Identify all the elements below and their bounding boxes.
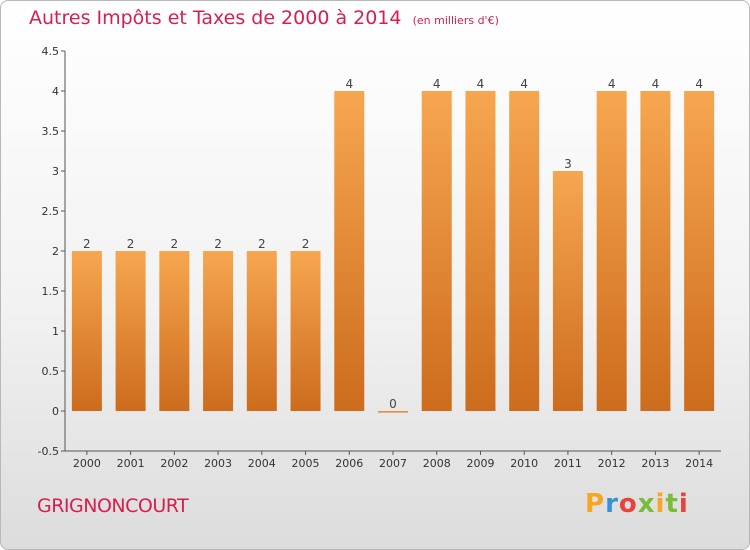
y-tick-label: 3 — [52, 165, 59, 178]
value-label: 4 — [695, 77, 703, 91]
x-tick-label: 2014 — [685, 457, 713, 470]
x-tick-label: 2003 — [204, 457, 232, 470]
y-tick-label: -0.5 — [38, 445, 59, 458]
logo-letter: i — [655, 489, 666, 519]
x-tick-label: 2001 — [117, 457, 145, 470]
value-label: 0 — [389, 397, 397, 411]
logo-letter: x — [637, 489, 656, 519]
bar-2013[interactable] — [640, 91, 671, 411]
chart-title-text: Autres Impôts et Taxes de 2000 à 2014 — [29, 7, 402, 29]
value-label: 2 — [83, 237, 91, 251]
city-name: GRIGNONCOURT — [37, 495, 189, 517]
bar-2006[interactable] — [334, 91, 365, 411]
bar-2009[interactable] — [465, 91, 496, 411]
x-tick-label: 2010 — [510, 457, 538, 470]
bar-2004[interactable] — [246, 251, 277, 411]
logo-letter: o — [618, 489, 638, 519]
logo-letter: i — [678, 489, 689, 519]
bar-2000[interactable] — [71, 251, 102, 411]
value-label: 2 — [171, 237, 179, 251]
x-tick-label: 2002 — [160, 457, 188, 470]
chart-subtitle: (en milliers d'€) — [412, 14, 499, 27]
x-tick-label: 2006 — [335, 457, 363, 470]
x-tick-label: 2011 — [554, 457, 582, 470]
y-tick-label: 1.5 — [42, 285, 60, 298]
bar-2011[interactable] — [552, 171, 583, 411]
y-tick-label: 0.5 — [42, 365, 60, 378]
proxiti-logo[interactable]: Proxiti — [585, 489, 689, 519]
bar-2003[interactable] — [203, 251, 234, 411]
chart-title: Autres Impôts et Taxes de 2000 à 2014 (e… — [29, 7, 499, 29]
value-label: 4 — [433, 77, 441, 91]
value-label: 4 — [477, 77, 485, 91]
y-tick-label: 1 — [52, 325, 59, 338]
x-tick-label: 2013 — [641, 457, 669, 470]
bar-2007[interactable] — [378, 411, 408, 413]
y-tick-label: 0 — [52, 405, 59, 418]
bar-2010[interactable] — [509, 91, 540, 411]
value-label: 4 — [345, 77, 353, 91]
y-tick-label: 2 — [52, 245, 59, 258]
bar-2002[interactable] — [159, 251, 190, 411]
value-label: 2 — [214, 237, 222, 251]
value-label: 4 — [608, 77, 616, 91]
bar-2005[interactable] — [290, 251, 321, 411]
x-tick-label: 2009 — [466, 457, 494, 470]
x-tick-label: 2008 — [423, 457, 451, 470]
x-tick-label: 2007 — [379, 457, 407, 470]
y-tick-label: 3.5 — [42, 125, 60, 138]
value-label: 4 — [652, 77, 660, 91]
bar-2014[interactable] — [684, 91, 715, 411]
bar-2012[interactable] — [596, 91, 627, 411]
value-label: 3 — [564, 157, 572, 171]
x-tick-label: 2004 — [248, 457, 276, 470]
y-tick-label: 4 — [52, 85, 59, 98]
x-tick-label: 2000 — [73, 457, 101, 470]
logo-letter: r — [605, 489, 619, 519]
y-tick-label: 2.5 — [42, 205, 60, 218]
x-tick-label: 2005 — [292, 457, 320, 470]
value-label: 2 — [127, 237, 135, 251]
bar-2001[interactable] — [115, 251, 146, 411]
value-label: 4 — [520, 77, 528, 91]
logo-letter: P — [585, 489, 606, 519]
value-label: 2 — [302, 237, 310, 251]
bar-2008[interactable] — [421, 91, 452, 411]
value-label: 2 — [258, 237, 266, 251]
x-tick-label: 2012 — [598, 457, 626, 470]
logo-letter: t — [665, 489, 679, 519]
y-tick-label: 4.5 — [42, 45, 60, 58]
